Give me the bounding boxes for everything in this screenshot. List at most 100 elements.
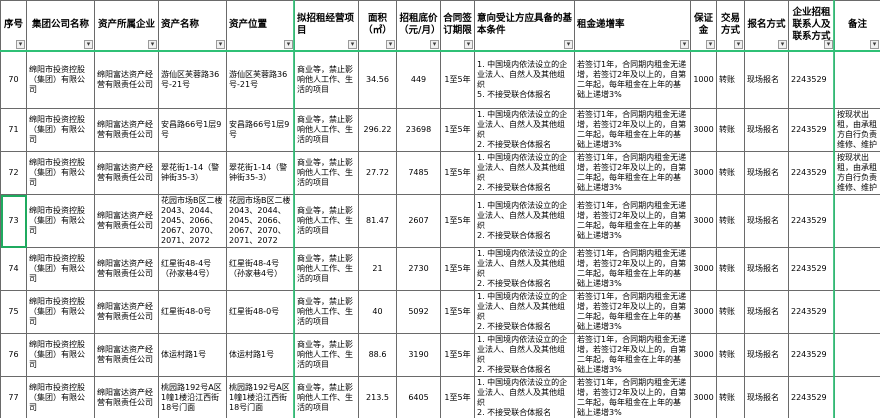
cell-signup-method[interactable]: 现场报名: [744, 290, 789, 334]
cell-term[interactable]: 1至5年: [440, 108, 475, 152]
cell-remark[interactable]: [834, 50, 880, 109]
cell-rent-increase[interactable]: 若签订1年，合同期内租金无递增，若签订2年及以上的，自第二年起，每年租金在上年的…: [574, 376, 691, 418]
cell-seq[interactable]: 74: [0, 247, 27, 291]
cell-seq[interactable]: 77: [0, 376, 27, 418]
cell-group[interactable]: 绵阳市投资控股（集团）有限公司: [26, 108, 95, 152]
cell-area[interactable]: 213.5: [358, 376, 397, 418]
cell-asset-name[interactable]: 安昌路66号1层9号: [158, 108, 227, 152]
cell-area[interactable]: 27.72: [358, 151, 397, 195]
cell-remark[interactable]: [834, 333, 880, 377]
cell-asset-location[interactable]: 游仙区芙蓉路36号-21号: [226, 50, 295, 109]
cell-asset-location[interactable]: 翠花街1-14（警钟街35-3）: [226, 151, 295, 195]
cell-rent-increase[interactable]: 若签订1年，合同期内租金无递增，若签订2年及以上的，自第二年起，每年租金在上年的…: [574, 108, 691, 152]
col-header-deposit[interactable]: 保证金 ▾: [690, 0, 717, 52]
col-header-conditions[interactable]: 意向受让方应具备的基本条件 ▾: [474, 0, 575, 52]
filter-dropdown-icon[interactable]: ▾: [870, 39, 879, 49]
cell-enterprise[interactable]: 绵阳富达资产经营有限责任公司: [94, 333, 159, 377]
cell-conditions[interactable]: 1. 中国境内依法设立的企业法人、自然人及其他组织 2. 不接受联合体报名: [474, 247, 575, 291]
cell-asset-name[interactable]: 红星街48-4号（孙家巷4号）: [158, 247, 227, 291]
cell-seq[interactable]: 72: [0, 151, 27, 195]
cell-area[interactable]: 21: [358, 247, 397, 291]
cell-conditions[interactable]: 1. 中国境内依法设立的企业法人、自然人及其他组织 5. 不接受联合体报名: [474, 50, 575, 109]
cell-area[interactable]: 81.47: [358, 194, 397, 248]
cell-area[interactable]: 40: [358, 290, 397, 334]
cell-group[interactable]: 绵阳市投资控股（集团）有限公司: [26, 247, 95, 291]
cell-rent-increase[interactable]: 若签订1年，合同期内租金无递增，若签订2年及以上的，自第二年起，每年租金在上年的…: [574, 333, 691, 377]
cell-term[interactable]: 1至5年: [440, 247, 475, 291]
cell-term[interactable]: 1至5年: [440, 50, 475, 109]
cell-price[interactable]: 5092: [396, 290, 441, 334]
cell-asset-name[interactable]: 红星街48-0号: [158, 290, 227, 334]
cell-price[interactable]: 7485: [396, 151, 441, 195]
cell-asset-name[interactable]: 桃园路192号A区1幢1楼沿江西街18号门面: [158, 376, 227, 418]
cell-conditions[interactable]: 1. 中国境内依法设立的企业法人、自然人及其他组织 2. 不接受联合体报名: [474, 108, 575, 152]
cell-rent-increase[interactable]: 若签订1年，合同期内租金无递增，若签订2年及以上的，自第二年起，每年租金在上年的…: [574, 194, 691, 248]
cell-trade-method[interactable]: 转账: [716, 247, 745, 291]
cell-project[interactable]: 商业等，禁止影响他人工作、生活的项目: [294, 290, 359, 334]
cell-term[interactable]: 1至5年: [440, 376, 475, 418]
col-header-trade-method[interactable]: 交易方式 ▾: [716, 0, 745, 52]
cell-deposit[interactable]: 3000: [690, 290, 717, 334]
cell-deposit[interactable]: 3000: [690, 376, 717, 418]
cell-enterprise[interactable]: 绵阳富达资产经营有限责任公司: [94, 151, 159, 195]
cell-asset-location[interactable]: 红星街48-4号（孙家巷4号）: [226, 247, 295, 291]
cell-remark[interactable]: [834, 290, 880, 334]
col-header-group[interactable]: 集团公司名称 ▾: [26, 0, 95, 52]
cell-seq-active[interactable]: 73: [0, 194, 27, 248]
filter-dropdown-icon[interactable]: ▾: [386, 39, 395, 49]
cell-remark[interactable]: [834, 247, 880, 291]
cell-deposit[interactable]: 3000: [690, 194, 717, 248]
col-header-term[interactable]: 合同签订期限 ▾: [440, 0, 475, 52]
cell-signup-method[interactable]: 现场报名: [744, 376, 789, 418]
cell-trade-method[interactable]: 转账: [716, 194, 745, 248]
cell-conditions[interactable]: 1. 中国境内依法设立的企业法人、自然人及其他组织 2. 不接受联合体报名: [474, 151, 575, 195]
cell-enterprise[interactable]: 绵阳富达资产经营有限责任公司: [94, 376, 159, 418]
cell-seq[interactable]: 75: [0, 290, 27, 334]
col-header-contact[interactable]: 企业招租联系人及联系方式 ▾: [788, 0, 835, 52]
filter-dropdown-icon[interactable]: ▾: [148, 39, 157, 49]
cell-term[interactable]: 1至5年: [440, 333, 475, 377]
cell-area[interactable]: 88.6: [358, 333, 397, 377]
cell-conditions[interactable]: 1. 中国境内依法设立的企业法人、自然人及其他组织 2. 不接受联合体报名: [474, 194, 575, 248]
filter-dropdown-icon[interactable]: ▾: [430, 39, 439, 49]
cell-contact[interactable]: 2243529: [788, 151, 835, 195]
cell-deposit[interactable]: 1000: [690, 50, 717, 109]
col-header-seq[interactable]: 序号 ▾: [0, 0, 27, 52]
cell-deposit[interactable]: 3000: [690, 151, 717, 195]
cell-deposit[interactable]: 3000: [690, 333, 717, 377]
cell-remark[interactable]: 按现状出租，由承租方自行负责维修、维护: [834, 108, 880, 152]
cell-rent-increase[interactable]: 若签订1年，合同期内租金无递增，若签订2年及以上的，自第二年起，每年租金在上年的…: [574, 50, 691, 109]
cell-asset-location[interactable]: 安昌路66号1层9号: [226, 108, 295, 152]
cell-rent-increase[interactable]: 若签订1年，合同期内租金无递增，若签订2年及以上的，自第二年起，每年租金在上年的…: [574, 151, 691, 195]
cell-group[interactable]: 绵阳市投资控股（集团）有限公司: [26, 333, 95, 377]
filter-dropdown-icon[interactable]: ▾: [84, 39, 93, 49]
cell-rent-increase[interactable]: 若签订1年，合同期内租金无递增，若签订2年及以上的，自第二年起，每年租金在上年的…: [574, 247, 691, 291]
cell-project[interactable]: 商业等，禁止影响他人工作、生活的项目: [294, 194, 359, 248]
col-header-asset-name[interactable]: 资产名称 ▾: [158, 0, 227, 52]
col-header-area[interactable]: 面积（㎡） ▾: [358, 0, 397, 52]
cell-contact[interactable]: 2243529: [788, 376, 835, 418]
filter-dropdown-icon[interactable]: ▾: [16, 39, 25, 49]
cell-contact[interactable]: 2243529: [788, 290, 835, 334]
cell-conditions[interactable]: 1. 中国境内依法设立的企业法人、自然人及其他组织 2. 不接受联合体报名: [474, 333, 575, 377]
col-header-signup-method[interactable]: 报名方式 ▾: [744, 0, 789, 52]
col-header-enterprise[interactable]: 资产所属企业 ▾: [94, 0, 159, 52]
cell-seq[interactable]: 70: [0, 50, 27, 109]
cell-project[interactable]: 商业等，禁止影响他人工作、生活的项目: [294, 151, 359, 195]
cell-group[interactable]: 绵阳市投资控股（集团）有限公司: [26, 376, 95, 418]
cell-price[interactable]: 3190: [396, 333, 441, 377]
cell-asset-location[interactable]: 红星街48-0号: [226, 290, 295, 334]
cell-group[interactable]: 绵阳市投资控股（集团）有限公司: [26, 194, 95, 248]
cell-term[interactable]: 1至5年: [440, 290, 475, 334]
filter-dropdown-icon[interactable]: ▾: [348, 39, 357, 49]
cell-remark[interactable]: [834, 376, 880, 418]
cell-price[interactable]: 23698: [396, 108, 441, 152]
cell-deposit[interactable]: 3000: [690, 247, 717, 291]
cell-term[interactable]: 1至5年: [440, 194, 475, 248]
cell-trade-method[interactable]: 转账: [716, 151, 745, 195]
cell-conditions[interactable]: 1. 中国境内依法设立的企业法人、自然人及其他组织 2. 不接受联合体报名: [474, 376, 575, 418]
cell-remark[interactable]: [834, 194, 880, 248]
cell-project[interactable]: 商业等，禁止影响他人工作、生活的项目: [294, 333, 359, 377]
cell-price[interactable]: 6405: [396, 376, 441, 418]
cell-contact[interactable]: 2243529: [788, 108, 835, 152]
